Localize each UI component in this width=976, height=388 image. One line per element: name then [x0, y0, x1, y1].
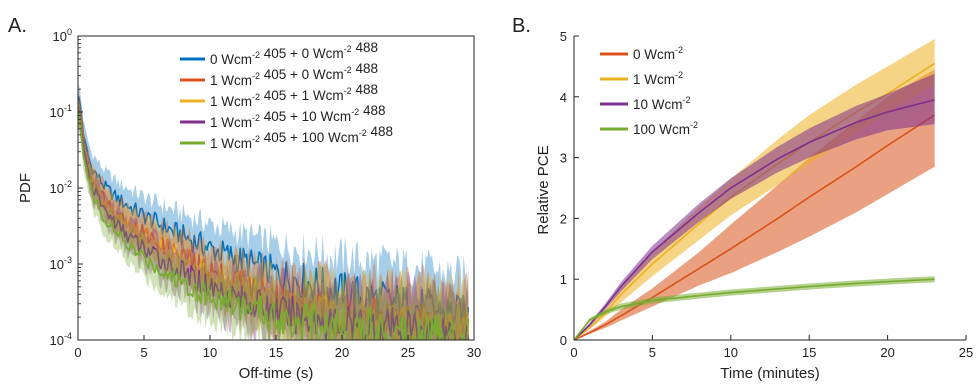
x-tick-label: 30	[467, 345, 481, 360]
x-tick-label: 20	[335, 345, 349, 360]
x-tick-label: 25	[401, 345, 415, 360]
plot-area-a	[78, 82, 470, 340]
x-tick-label: 15	[802, 345, 816, 360]
text-run: 10	[50, 181, 64, 196]
series-band-4	[78, 99, 469, 340]
series-line-4	[573, 278, 935, 341]
legend-superscript: -2	[675, 70, 683, 80]
text-run: 488	[352, 40, 378, 55]
text-run: 0 Wcm	[210, 52, 252, 67]
text-run: 10	[50, 257, 64, 272]
series-band-4	[574, 276, 935, 340]
legend-label-4: 1 Wcm-2 405 + 10 Wcm-2 488	[210, 103, 385, 130]
series-band-2	[78, 93, 469, 340]
x-tick-label: 0	[570, 345, 577, 360]
x-tick-label: 25	[959, 345, 973, 360]
x-axis-label-b: Time (minutes)	[720, 365, 819, 382]
y-tick-exponent: -1	[64, 103, 72, 113]
y-axis-label-a: PDF	[17, 173, 34, 203]
text-run: 405 + 10 Wcm	[260, 109, 351, 124]
y-tick-label: 10-4	[50, 331, 72, 348]
text-run: 1 Wcm	[633, 72, 675, 87]
text-run: 10	[50, 333, 64, 348]
legend-superscript: -2	[344, 65, 352, 75]
series-band-5	[78, 97, 469, 340]
panel-b: 0 5 10 15 20 25 0 1 2 3 4 5 Time (minutes) Relative P…	[512, 15, 973, 382]
legend-label-3: 1 Wcm-2 405 + 1 Wcm-2 488	[210, 82, 378, 109]
series-line-3	[573, 99, 935, 341]
y-tick-label: 4	[560, 90, 567, 105]
legend-label-2: 1 Wcm-2	[633, 70, 683, 87]
text-run: 488	[359, 103, 385, 118]
text-run: 405 + 1 Wcm	[260, 88, 344, 103]
legend-superscript: -2	[351, 107, 359, 117]
text-run: 488	[352, 61, 378, 76]
y-tick-label: 5	[560, 29, 567, 44]
legend-superscript: -2	[683, 95, 691, 105]
legend-superscript: -2	[252, 134, 260, 144]
text-run: 1 Wcm	[210, 136, 252, 151]
text-run: 10 Wcm	[633, 97, 683, 112]
legend-superscript: -2	[252, 113, 260, 123]
y-tick-exponent: 0	[67, 27, 72, 37]
legend-superscript: -2	[690, 120, 698, 130]
y-tick-label: 0	[560, 333, 567, 348]
x-tick-label: 0	[74, 345, 81, 360]
legend-superscript: -2	[252, 50, 260, 60]
legend-label-3: 10 Wcm-2	[633, 95, 691, 112]
legend-superscript: -2	[344, 86, 352, 96]
text-run: 488	[352, 82, 378, 97]
text-run: 1 Wcm	[210, 94, 252, 109]
y-tick-exponent: -3	[64, 255, 72, 265]
legend-superscript: -2	[359, 128, 367, 138]
legend-label-2: 1 Wcm-2 405 + 0 Wcm-2 488	[210, 61, 378, 88]
legend-label-1: 0 Wcm-2	[633, 45, 683, 62]
series-line-1	[78, 96, 470, 336]
y-axis-label-b: Relative PCE	[535, 145, 552, 234]
y-tick-label: 3	[560, 151, 567, 166]
text-run: 0 Wcm	[633, 47, 675, 62]
series-band-3	[574, 73, 935, 341]
panel-label-a: A.	[8, 15, 27, 37]
legend-superscript: -2	[344, 44, 352, 54]
text-run: 100 Wcm	[633, 122, 690, 137]
series-band-1	[78, 82, 469, 340]
x-tick-label: 5	[649, 345, 656, 360]
y-tick-label: 10-3	[50, 255, 72, 272]
text-run: 488	[367, 124, 393, 139]
x-tick-label: 10	[203, 345, 217, 360]
x-tick-label: 15	[269, 345, 283, 360]
legend-superscript: -2	[675, 45, 683, 55]
y-tick-exponent: -4	[64, 331, 72, 341]
legend-superscript: -2	[252, 71, 260, 81]
series-line-1	[573, 114, 936, 341]
legend-label-4: 100 Wcm-2	[633, 120, 698, 137]
y-tick-label: 10-1	[50, 103, 72, 120]
text-run: 10	[50, 105, 64, 120]
y-tick-label: 10-2	[50, 179, 72, 196]
legend-label-5: 1 Wcm-2 405 + 100 Wcm-2 488	[210, 124, 393, 151]
text-run: 1 Wcm	[210, 115, 252, 130]
x-axis-label-a: Off-time (s)	[239, 365, 314, 382]
x-tick-label: 5	[140, 345, 147, 360]
panel-a: 0 5 10 15 20 25 3010010-110-210-310-4Off-time …	[8, 15, 481, 382]
y-tick-label: 100	[53, 27, 72, 44]
x-tick-label: 10	[724, 345, 738, 360]
text-run: 1 Wcm	[210, 73, 252, 88]
x-tick-label: 20	[880, 345, 894, 360]
text-run: 405 + 0 Wcm	[260, 67, 344, 82]
y-tick-label: 2	[560, 211, 567, 226]
y-tick-exponent: -2	[64, 179, 72, 189]
legend-label-1: 0 Wcm-2 405 + 0 Wcm-2 488	[210, 40, 378, 67]
legend-superscript: -2	[252, 92, 260, 102]
y-tick-label: 1	[560, 272, 567, 287]
plot-area-b	[573, 39, 936, 341]
text-run: 405 + 100 Wcm	[260, 130, 359, 145]
panel-label-b: B.	[512, 15, 531, 37]
text-run: 10	[53, 29, 67, 44]
text-run: 405 + 0 Wcm	[260, 46, 344, 61]
series-line-4	[78, 113, 470, 340]
series-line-5	[78, 111, 470, 340]
